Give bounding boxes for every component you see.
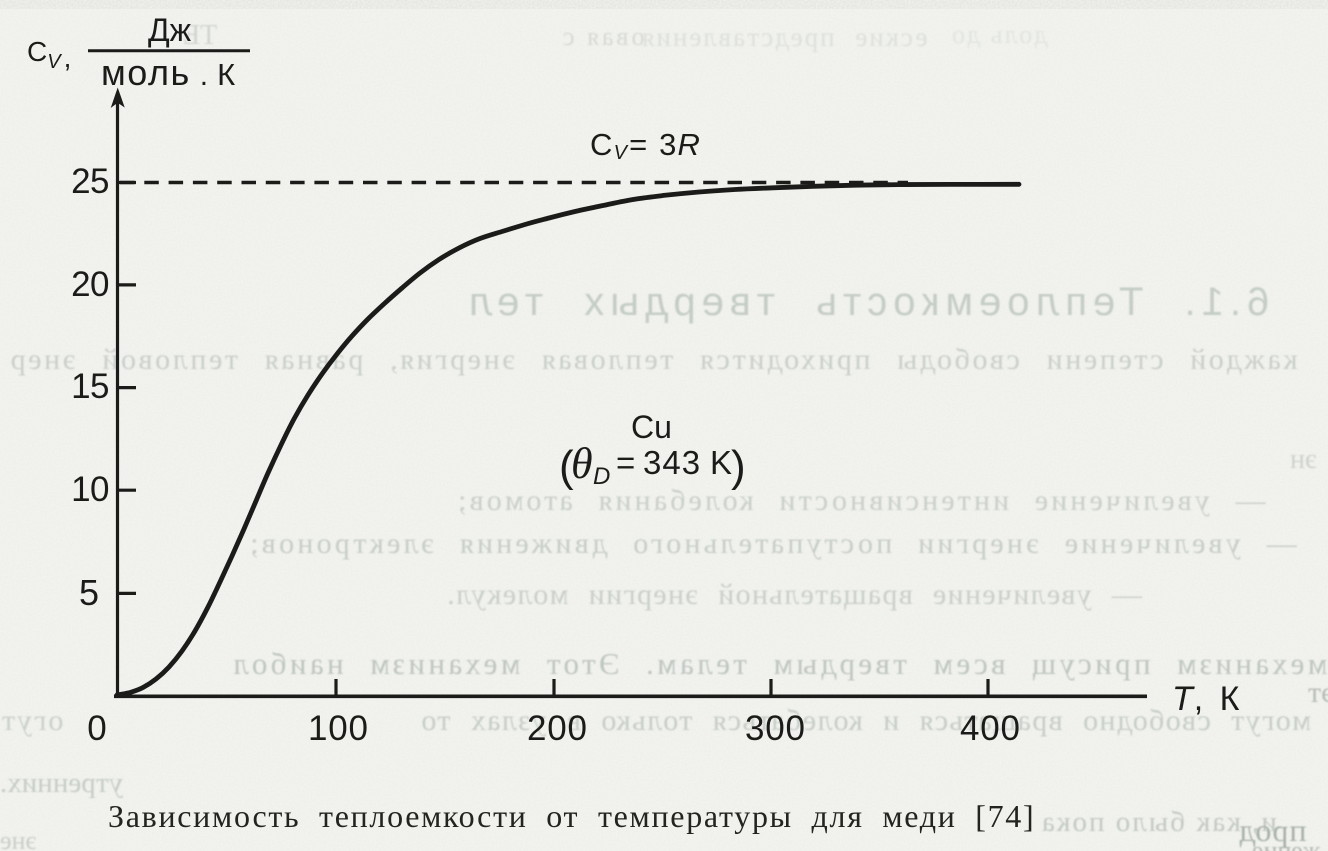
svg-text:D: D: [593, 463, 610, 490]
svg-text:(: (: [559, 442, 574, 491]
svg-text:): ): [731, 442, 746, 491]
svg-text:K: K: [710, 444, 732, 481]
svg-text:θ: θ: [571, 439, 593, 488]
svg-text:=: =: [616, 444, 635, 481]
svg-text:343: 343: [643, 444, 701, 481]
